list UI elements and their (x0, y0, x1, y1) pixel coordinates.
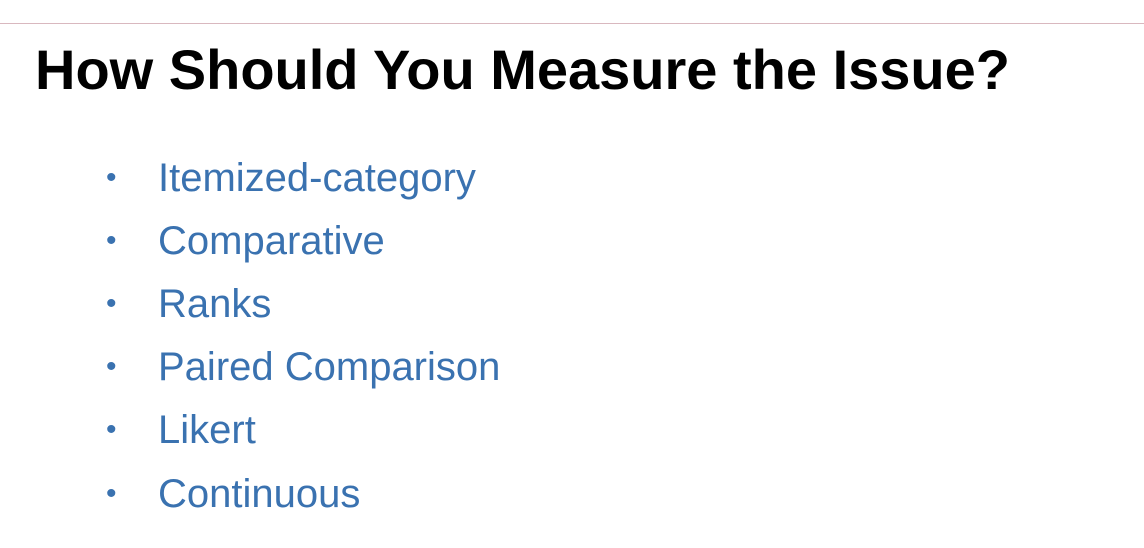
list-item: • Itemized-category (106, 146, 500, 209)
bullet-icon: • (106, 476, 117, 510)
list-item-label: Paired Comparison (158, 345, 501, 390)
list-item-label: Itemized-category (158, 155, 476, 200)
list-item: • Paired Comparison (106, 336, 500, 399)
slide-title: How Should You Measure the Issue? (35, 38, 1010, 101)
list-item: • Comparative (106, 209, 500, 272)
list-item: • Ranks (106, 272, 500, 335)
list-item-label: Ranks (158, 281, 272, 326)
bullet-icon: • (106, 223, 117, 257)
bullet-list: • Itemized-category • Comparative • Rank… (106, 146, 500, 525)
list-item: • Continuous (106, 462, 500, 525)
bullet-icon: • (106, 413, 117, 447)
list-item-label: Continuous (158, 471, 361, 516)
bullet-icon: • (106, 350, 117, 384)
bullet-icon: • (106, 286, 117, 320)
list-item: • Likert (106, 399, 500, 462)
top-divider-line (0, 23, 1144, 24)
list-item-label: Likert (158, 408, 256, 453)
list-item-label: Comparative (158, 218, 385, 263)
bullet-icon: • (106, 160, 117, 194)
